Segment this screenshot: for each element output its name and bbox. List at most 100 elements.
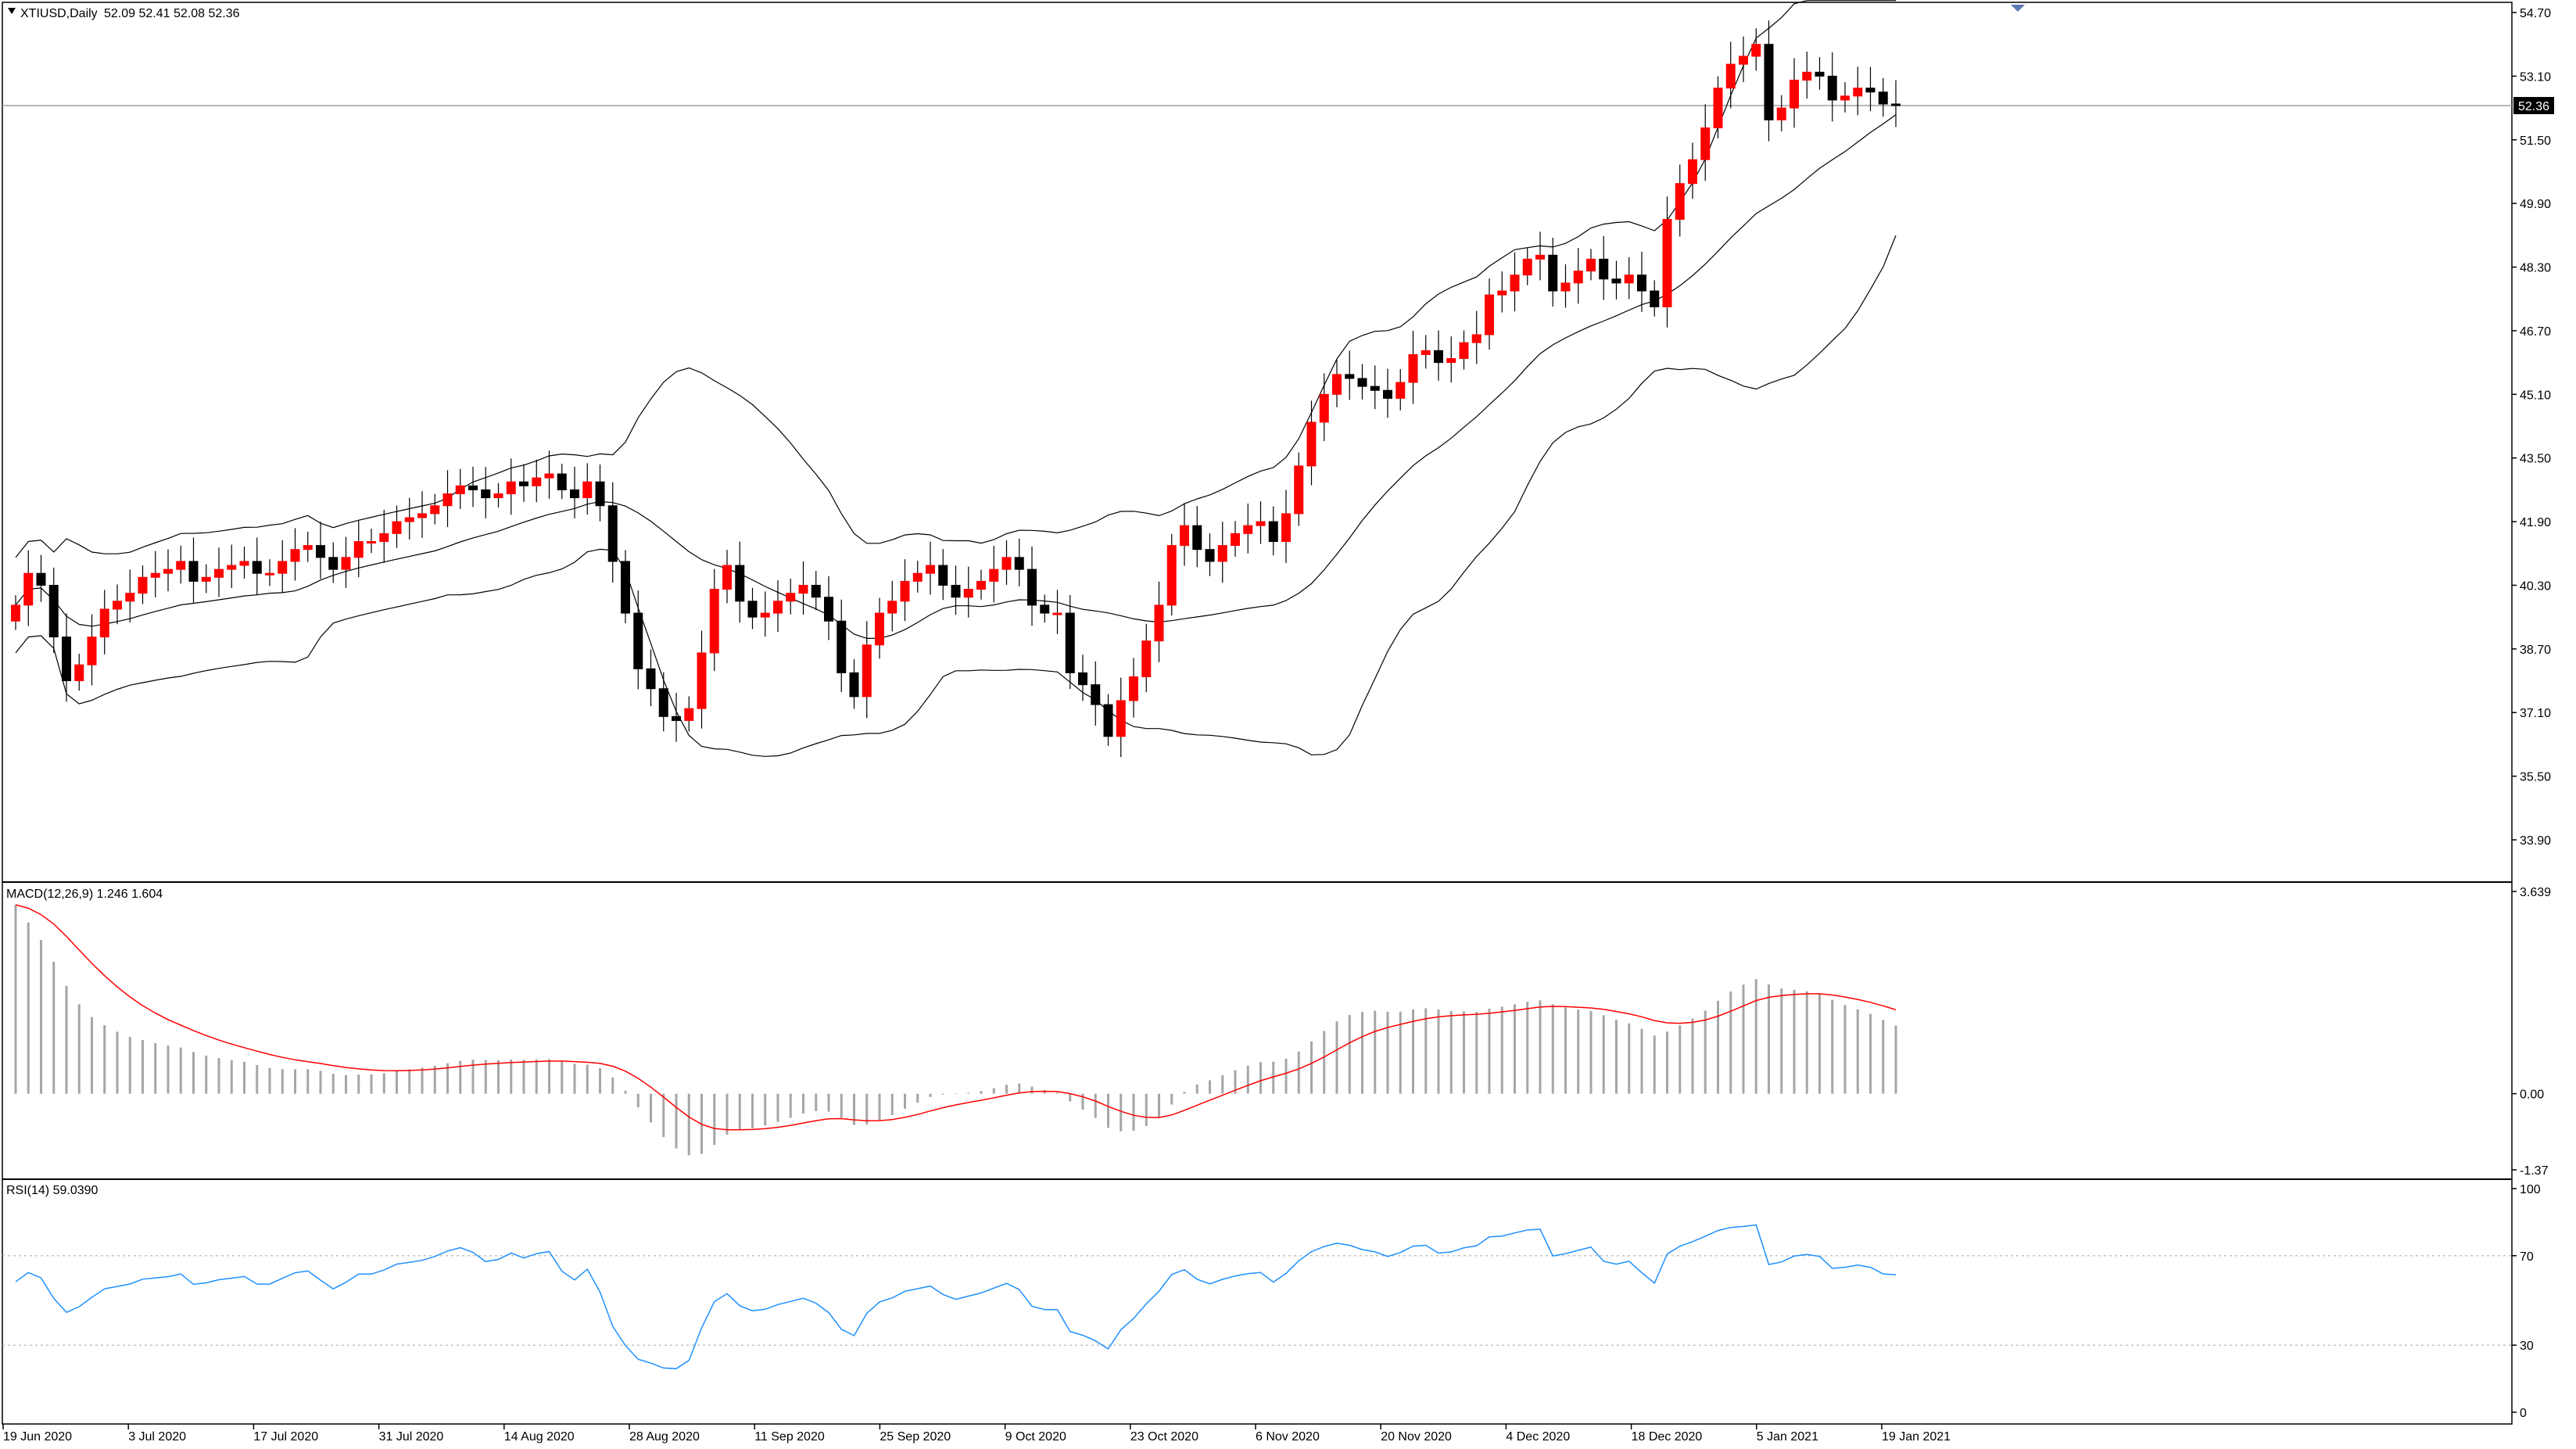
price-tick-label: 38.70	[2520, 644, 2551, 657]
candle-body	[1560, 282, 1571, 292]
candle-body	[99, 608, 109, 638]
candle-body	[646, 668, 656, 690]
candle-body	[709, 589, 719, 654]
candle-body	[316, 545, 325, 558]
date-tick-label: 19 Jun 2020	[3, 1430, 72, 1444]
candle-body	[1485, 294, 1494, 335]
candle-body	[1383, 389, 1392, 399]
candle-body	[1662, 219, 1672, 307]
date-tick-label: 31 Jul 2020	[379, 1430, 444, 1444]
candle-body	[1459, 342, 1469, 360]
bollinger-lower-line	[15, 235, 1897, 757]
candle-body	[1065, 612, 1075, 673]
price-tick-label: 33.90	[2520, 834, 2551, 848]
macd-tick-label: 0.00	[2520, 1089, 2544, 1102]
candle-body	[773, 601, 783, 614]
candle-body	[570, 489, 579, 499]
candle-body	[1217, 545, 1227, 562]
candle-body	[1599, 258, 1609, 280]
candle-body	[1231, 533, 1240, 547]
candle-body	[1865, 88, 1876, 93]
candle-body	[900, 580, 910, 602]
candle-body	[201, 576, 211, 582]
candle-body	[849, 672, 859, 698]
candle-body	[926, 565, 935, 574]
candle-body	[1281, 513, 1291, 543]
bollinger-upper-line	[15, 0, 1896, 558]
candle-body	[1522, 258, 1532, 276]
candle-body	[290, 549, 300, 562]
candle-body	[265, 572, 274, 576]
candle-body	[519, 481, 528, 486]
candle-body	[963, 589, 973, 598]
price-tick-label: 46.70	[2520, 325, 2551, 339]
price-tick-label: 48.30	[2520, 262, 2551, 275]
date-tick-label: 14 Aug 2020	[504, 1430, 575, 1444]
candle-body	[1573, 271, 1583, 284]
date-tick-label: 6 Nov 2020	[1256, 1430, 1320, 1444]
candle-body	[912, 572, 923, 582]
candle-body	[36, 572, 46, 586]
candle-body	[1243, 525, 1253, 534]
candle-body	[1345, 374, 1355, 379]
candle-body	[684, 708, 694, 721]
candle-body	[1471, 334, 1481, 343]
date-tick-label: 5 Jan 2021	[1757, 1430, 1818, 1444]
candle-body	[11, 604, 20, 622]
rsi-line	[15, 1224, 1897, 1370]
candle-body	[1535, 254, 1545, 260]
candle-body	[23, 572, 34, 606]
candle-body	[1891, 103, 1901, 106]
candle-body	[1154, 604, 1164, 642]
candle-body	[1650, 290, 1660, 307]
candle-body	[1764, 44, 1774, 120]
candle-body	[862, 644, 872, 698]
candle-body	[672, 716, 681, 721]
symbol-header: XTIUSD,Daily	[20, 7, 98, 20]
rsi-layer: 100 70 30 0	[2, 1183, 2541, 1420]
candle-body	[875, 612, 884, 646]
candle-body	[532, 477, 542, 486]
candle-body	[1103, 704, 1113, 737]
date-tick-label: 3 Jul 2020	[128, 1430, 186, 1444]
date-tick-label: 18 Dec 2020	[1632, 1430, 1703, 1444]
macd-header: MACD(12,26,9) 1.246 1.604	[6, 888, 163, 901]
candle-body	[1001, 557, 1012, 570]
candle-body	[582, 481, 593, 499]
candle-body	[138, 576, 148, 594]
candle-body	[1294, 465, 1304, 515]
candle-body	[658, 688, 668, 717]
candle-body	[1878, 91, 1888, 105]
candle-body	[1116, 700, 1126, 737]
candle-body	[607, 505, 618, 562]
candle-body	[62, 637, 71, 682]
symbol-dropdown-icon[interactable]	[8, 8, 16, 14]
candle-body	[506, 481, 516, 494]
price-tick-label: 43.50	[2520, 453, 2551, 466]
candle-body	[621, 561, 630, 614]
candle-body	[1040, 604, 1050, 614]
candle-body	[1815, 71, 1825, 77]
candle-body	[1611, 278, 1621, 284]
candle-body	[442, 493, 453, 507]
candle-body	[938, 565, 948, 586]
candlesticks	[11, 20, 1901, 758]
price-tick-label: 35.50	[2520, 771, 2551, 784]
candle-body	[392, 521, 402, 534]
shift-marker-icon[interactable]	[2011, 5, 2025, 12]
macd-layer: 3.639 0.00 -1.37	[14, 886, 2551, 1178]
ohlc-header: 52.09 52.41 52.08 52.36	[104, 7, 240, 20]
macd-tick-label: -1.37	[2520, 1164, 2549, 1178]
candle-body	[1027, 568, 1037, 606]
candle-body	[125, 593, 135, 602]
candle-body	[1166, 545, 1177, 606]
candle-body	[1790, 79, 1799, 109]
candle-body	[544, 473, 554, 479]
rsi-tick-label: 70	[2520, 1250, 2534, 1264]
candle-body	[227, 565, 237, 570]
candle-body	[1421, 350, 1431, 355]
candle-body	[760, 612, 770, 618]
price-tick-label: 49.90	[2520, 198, 2551, 211]
candle-body	[1586, 258, 1596, 272]
